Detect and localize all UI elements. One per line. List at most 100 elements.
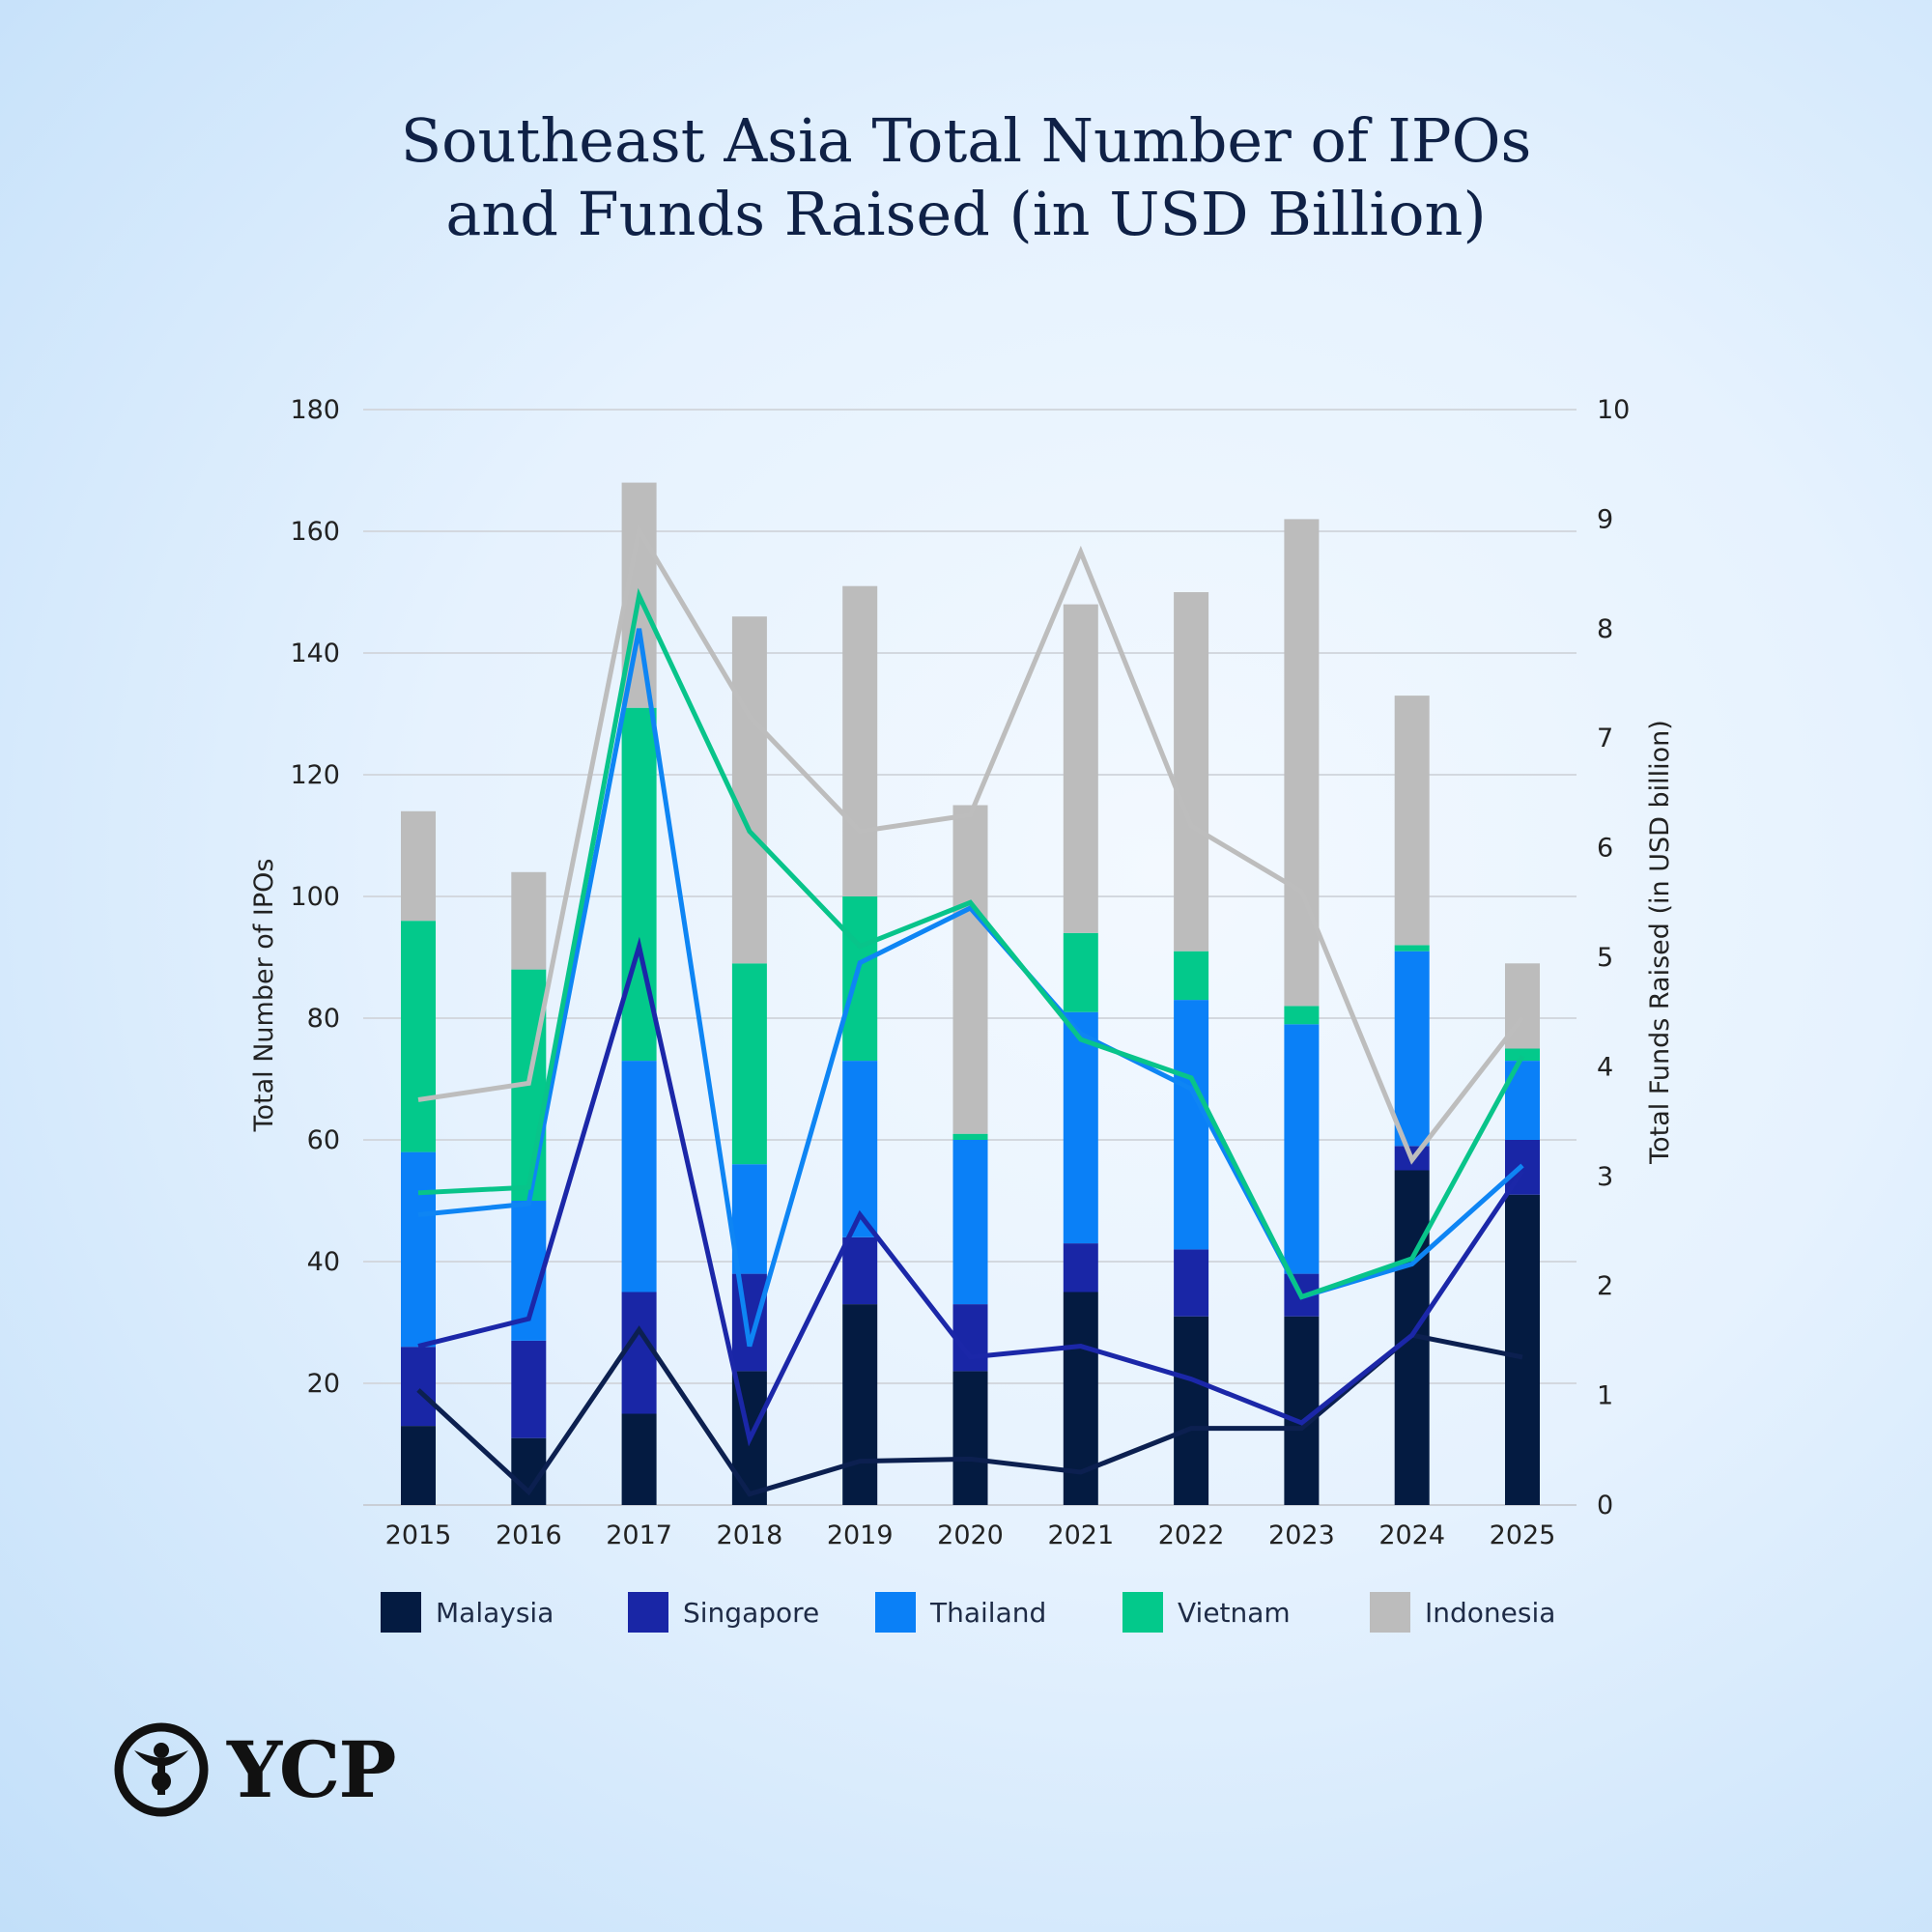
bar-vietnam-2022 (1174, 951, 1209, 1001)
x-tick-label: 2025 (1490, 1520, 1556, 1550)
legend-label: Malaysia (436, 1596, 554, 1629)
legend-swatch (875, 1592, 916, 1633)
legend-label: Vietnam (1178, 1596, 1291, 1629)
y2-tick-label: 1 (1597, 1381, 1613, 1411)
ycp-emblem-icon (114, 1722, 209, 1817)
x-tick-label: 2020 (937, 1520, 1004, 1550)
y2-tick-label: 0 (1597, 1491, 1613, 1520)
bar-vietnam-2015 (401, 921, 436, 1152)
y-tick-label: 20 (307, 1369, 340, 1399)
y-tick-label: 80 (307, 1004, 340, 1034)
bar-vietnam-2020 (952, 1133, 988, 1140)
bar-indonesia-2024 (1394, 696, 1430, 946)
legend-label: Indonesia (1425, 1596, 1556, 1629)
bar-vietnam-2018 (731, 963, 767, 1165)
bar-singapore-2017 (621, 1292, 657, 1414)
legend-item-malaysia: Malaysia (381, 1591, 554, 1634)
bar-malaysia-2019 (842, 1304, 878, 1505)
y2-tick-label: 9 (1597, 504, 1613, 534)
bar-indonesia-2023 (1284, 519, 1320, 1007)
y-tick-label: 60 (307, 1125, 340, 1155)
y2-tick-label: 3 (1597, 1162, 1613, 1192)
y-tick-label: 180 (290, 395, 340, 425)
bar-thailand-2019 (842, 1061, 878, 1237)
y-tick-label: 140 (290, 639, 340, 668)
y2-tick-label: 7 (1597, 724, 1613, 753)
legend-item-vietnam: Vietnam (1122, 1591, 1291, 1634)
chart-title-line-2: and Funds Raised (in USD Billion) (445, 179, 1487, 249)
x-tick-label: 2022 (1158, 1520, 1225, 1550)
bar-malaysia-2020 (952, 1371, 988, 1505)
y2-tick-label: 8 (1597, 614, 1613, 644)
legend-item-singapore: Singapore (628, 1591, 819, 1634)
bar-singapore-2022 (1174, 1249, 1209, 1317)
bar-thailand-2020 (952, 1140, 988, 1305)
bar-indonesia-2015 (401, 810, 436, 922)
bar-indonesia-2021 (1063, 604, 1098, 933)
x-tick-label: 2018 (717, 1520, 783, 1550)
chart-title: Southeast Asia Total Number of IPOs and … (0, 104, 1932, 251)
bar-malaysia-2017 (621, 1413, 657, 1505)
x-tick-label: 2024 (1378, 1520, 1445, 1550)
x-tick-label: 2015 (385, 1520, 452, 1550)
bar-singapore-2019 (842, 1236, 878, 1305)
legend-label: Singapore (683, 1596, 820, 1629)
y2-axis-title: Total Funds Raised (in USD billion) (1645, 720, 1675, 1165)
ycp-logo: YCP (113, 1721, 397, 1818)
bar-thailand-2025 (1505, 1061, 1540, 1140)
x-tick-label: 2023 (1268, 1520, 1335, 1550)
legend-item-indonesia: Indonesia (1370, 1591, 1555, 1634)
bar-malaysia-2025 (1505, 1194, 1540, 1505)
legend-item-thailand: Thailand (875, 1591, 1046, 1634)
y-tick-label: 100 (290, 882, 340, 912)
x-tick-label: 2019 (827, 1520, 894, 1550)
bar-vietnam-2021 (1063, 932, 1098, 1012)
legend-swatch (381, 1592, 421, 1633)
y2-tick-label: 10 (1597, 395, 1630, 425)
bar-vietnam-2025 (1505, 1048, 1540, 1062)
y2-tick-label: 6 (1597, 834, 1613, 864)
bar-indonesia-2022 (1174, 592, 1209, 952)
line-series (416, 523, 1525, 1497)
line-malaysia (416, 1325, 1523, 1497)
bar-series (401, 482, 1540, 1505)
bar-thailand-2022 (1174, 1000, 1209, 1250)
bar-indonesia-2018 (731, 616, 767, 964)
bar-malaysia-2022 (1174, 1316, 1209, 1505)
legend-swatch (1122, 1592, 1163, 1633)
bar-malaysia-2015 (401, 1426, 436, 1505)
bar-thailand-2023 (1284, 1024, 1320, 1274)
y-tick-label: 40 (307, 1247, 340, 1277)
bar-thailand-2015 (401, 1151, 436, 1348)
legend-swatch (1370, 1592, 1410, 1633)
y2-tick-label: 4 (1597, 1052, 1613, 1082)
bar-thailand-2024 (1394, 951, 1430, 1147)
bar-vietnam-2019 (842, 896, 878, 1062)
logo-text: YCP (227, 1724, 397, 1815)
bar-singapore-2015 (401, 1347, 436, 1427)
line-vietnam (417, 587, 1525, 1300)
y2-tick-label: 2 (1597, 1271, 1613, 1301)
y2-tick-label: 5 (1597, 943, 1613, 973)
bar-indonesia-2016 (511, 871, 547, 970)
bar-singapore-2016 (511, 1340, 547, 1438)
bar-thailand-2017 (621, 1061, 657, 1293)
line-singapore (417, 936, 1525, 1447)
bar-vietnam-2023 (1284, 1006, 1320, 1025)
legend-swatch (628, 1592, 668, 1633)
legend-label: Thailand (930, 1596, 1047, 1629)
axes: 20 40 60 80 100 120 140 160 180 0 1 2 3 4 5 6 7 8 9 10 2015 2… (249, 395, 1675, 1550)
y-tick-label: 120 (290, 760, 340, 790)
y-axis-title: Total Number of IPOs (249, 859, 279, 1133)
bar-singapore-2018 (731, 1273, 767, 1372)
bar-indonesia-2019 (842, 585, 878, 896)
chart-title-line-1: Southeast Asia Total Number of IPOs (400, 105, 1532, 176)
x-tick-label: 2017 (606, 1520, 672, 1550)
x-tick-label: 2021 (1047, 1520, 1114, 1550)
bar-singapore-2021 (1063, 1243, 1098, 1293)
bar-indonesia-2020 (952, 805, 988, 1134)
x-tick-label: 2016 (496, 1520, 562, 1550)
y-tick-label: 160 (290, 517, 340, 547)
bar-vietnam-2024 (1394, 945, 1430, 952)
